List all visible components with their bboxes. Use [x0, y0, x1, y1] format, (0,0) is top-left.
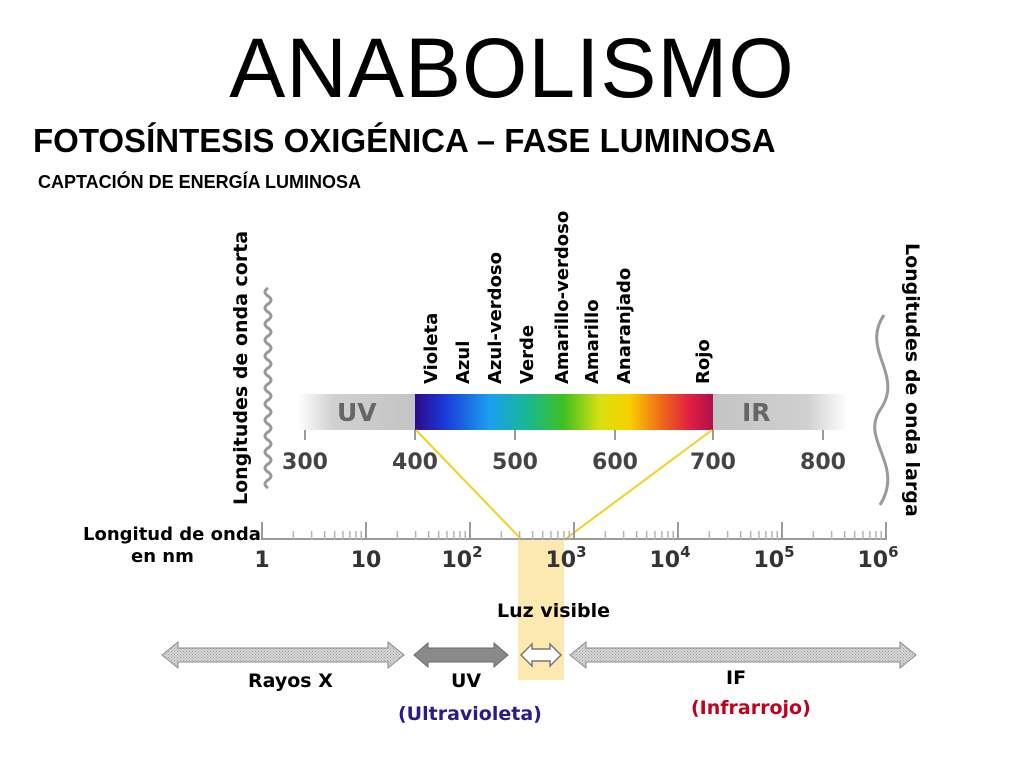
short-wave-icon: [263, 286, 273, 490]
uv-region-sublabel: (Ultravioleta): [398, 703, 542, 725]
ir-arrow: [569, 640, 917, 670]
visible-arrow-icon: [519, 642, 563, 668]
log-tick-label: 10: [351, 548, 382, 573]
xray-label: Rayos X: [248, 670, 333, 692]
color-name-label: Verde: [517, 325, 538, 384]
spectrum-tick-label: 600: [592, 450, 638, 475]
page-subtitle: FOTOSÍNTESIS OXIGÉNICA – FASE LUMINOSA: [33, 122, 776, 159]
page-title: ANABOLISMO: [229, 21, 795, 115]
visible-light-label: Luz visible: [497, 600, 610, 622]
spectrum-tick-label: 800: [800, 450, 846, 475]
spectrum-tick-label: 400: [392, 450, 438, 475]
color-name-label: Rojo: [693, 339, 714, 384]
log-tick-label: 1: [254, 548, 269, 573]
uv-band-label: UV: [337, 398, 377, 427]
log-tick-label: 105: [753, 543, 794, 573]
xray-arrow: [161, 640, 405, 670]
log-tick-label: 102: [441, 543, 482, 573]
log-tick-label: 104: [649, 543, 690, 573]
visible-band: [415, 394, 713, 430]
long-wave-icon: [873, 314, 890, 506]
color-name-label: Azul-verdoso: [485, 252, 506, 384]
color-name-label: Violeta: [421, 313, 442, 384]
ir-band-label: IR: [742, 398, 771, 427]
section-heading: CAPTACIÓN DE ENERGÍA LUMINOSA: [38, 172, 362, 192]
axis-label-line2: en nm: [131, 546, 194, 567]
ir-band: [713, 394, 848, 430]
uv-band: [298, 394, 416, 430]
uv-arrow: [413, 641, 509, 669]
uv-region-label: UV: [451, 670, 481, 692]
visible-left-line: [415, 429, 523, 541]
log-tick-label: 106: [857, 543, 898, 573]
spectrum-tick-label: 500: [492, 450, 538, 475]
color-name-label: Azul: [453, 341, 474, 384]
color-name-label: Amarillo: [582, 299, 603, 384]
long-wave-label: Longitudes de onda larga: [901, 243, 923, 517]
color-name-label: Amarillo-verdoso: [552, 211, 573, 384]
color-name-label: Anaranjado: [614, 268, 635, 384]
axis-label-line1: Longitud de onda: [83, 524, 261, 545]
visible-right-line: [563, 429, 713, 541]
spectrum-tick-label: 700: [690, 450, 736, 475]
ir-region-label: IF: [726, 667, 746, 689]
spectrum-tick-label: 300: [282, 450, 328, 475]
log-tick-label: 103: [545, 543, 586, 573]
short-wave-label: Longitudes de onda corta: [230, 231, 252, 505]
ir-region-sublabel: (Infrarrojo): [691, 697, 811, 719]
